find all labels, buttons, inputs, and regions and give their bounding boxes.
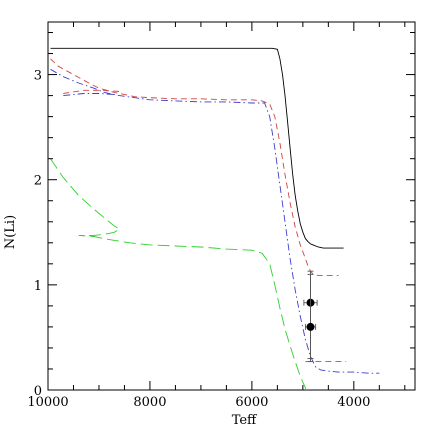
y-tick-label: 2 — [34, 174, 42, 189]
series-line — [50, 58, 339, 276]
x-tick-label: 8000 — [133, 395, 166, 410]
series-line — [63, 93, 115, 97]
curves — [50, 47, 380, 390]
series-line — [50, 158, 307, 390]
data-point — [306, 322, 315, 331]
x-axis-label: Teff — [232, 413, 258, 428]
series-line — [50, 68, 380, 374]
plot-frame — [47, 21, 416, 391]
y-tick-label: 0 — [34, 384, 42, 399]
axis-ticks: 10000 8000 6000 4000 0 1 2 3 — [27, 22, 415, 410]
x-tick-label: 4000 — [337, 395, 370, 410]
series-line — [50, 47, 344, 249]
y-tick-label: 1 — [34, 279, 42, 294]
y-axis-label: N(Li) — [3, 215, 18, 249]
data-points — [303, 270, 318, 363]
x-tick-label: 6000 — [235, 395, 268, 410]
plot-border — [47, 21, 416, 391]
x-tick-label: 10000 — [27, 395, 68, 410]
y-tick-label: 3 — [34, 69, 42, 84]
series-line — [63, 89, 120, 94]
